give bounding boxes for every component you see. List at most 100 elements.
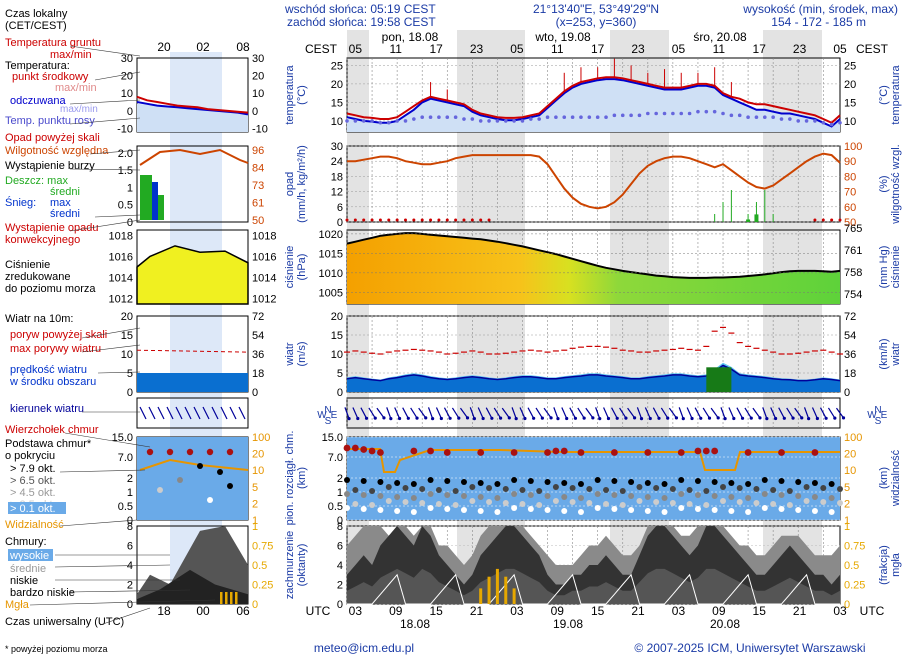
wind-arrow-head-20 (514, 417, 518, 421)
compass-5: W (867, 410, 877, 421)
cloud-base-dot-22-0 (527, 478, 534, 484)
footer-email[interactable]: meteo@icm.edu.pl (314, 641, 414, 655)
cloud-top-dot-44 (711, 447, 719, 455)
wind-arrow-head-54 (800, 416, 804, 420)
temp-tick-r-3: 25 (844, 60, 856, 72)
cloud-base-dot-14-0 (460, 479, 467, 485)
axis-wind-left: wiatr (284, 342, 296, 367)
cover-tick-0: 0 (337, 599, 343, 611)
wind-arrow-14 (459, 407, 468, 419)
cloud-base-dot-42-4 (694, 506, 701, 512)
cloud-base-dot-17-1 (486, 485, 493, 491)
lprec-tick-2: 1 (127, 182, 133, 194)
dew-point-39 (671, 111, 675, 116)
conv-dot-0 (345, 218, 349, 222)
legend-local-time2: (CET/CEST) (5, 20, 67, 32)
cloud-base-dot-47-3 (736, 499, 743, 505)
legend-pointer-6 (94, 214, 141, 218)
legend-hour-bottom-2: 06 (236, 604, 250, 618)
legend-conv2: konwekcyjnego (5, 234, 80, 246)
cloud-base-dot-30-0 (594, 477, 601, 483)
legend-visibility: Widzialność (5, 519, 64, 531)
vis-tick-4: 2 (844, 498, 850, 510)
wind-arrow-head-56 (815, 416, 819, 421)
cloud-base-dot-52-0 (778, 478, 785, 484)
conv-dot-5 (387, 218, 391, 222)
cloud-base-dot-16-0 (477, 480, 484, 486)
cloud-base-dot-36-2 (644, 494, 651, 500)
wind-arrow-20 (511, 407, 517, 419)
cloud-base-dot-0-2 (344, 491, 350, 497)
fog-tick-0: 0 (844, 599, 850, 611)
axis-vis-right: (km) (878, 467, 890, 489)
cloud-base-dot-56-2 (811, 494, 818, 500)
wind-arrow-50 (762, 407, 768, 419)
legend-felt: odczuwana (10, 95, 67, 107)
cloud-base-dot-14-2 (460, 493, 467, 499)
dew-point-15 (470, 117, 475, 121)
lwind-arrow-6 (193, 406, 201, 420)
press-tick-1: 1010 (319, 268, 343, 280)
legend-cloud-base2: o pokryciu (5, 450, 55, 462)
axis-cover-left2: (oktanty) (296, 544, 308, 587)
cest-hour-11: 23 (793, 42, 807, 56)
day-bottom-2: 20.08 (710, 617, 740, 631)
legend-wind-speed2: w środku obszaru (9, 376, 96, 388)
utc-hour-11: 21 (793, 604, 807, 618)
lwind-arrow-4 (175, 406, 183, 420)
fog-tick-1: 0.25 (844, 580, 865, 592)
legend-pointer-3 (69, 117, 141, 125)
lcloud-tick-0: 0 (127, 515, 133, 527)
legend-max-min2: max/min (60, 104, 98, 115)
cloud-base-dot-26-4 (561, 508, 568, 514)
lpress-area (136, 245, 249, 305)
lcloud-tick-4: 7.0 (118, 452, 133, 464)
ltemp-tick-l-4: -10 (117, 123, 133, 135)
vis-tick-2: 10 (844, 465, 856, 477)
lfog-tick-2: 0.5 (252, 560, 267, 572)
lprec-tick-1: 1.5 (118, 165, 133, 177)
axis-press-left: ciśnienie (284, 246, 296, 289)
lpress-tick-l-0: 1018 (109, 230, 133, 242)
lcloud-tick-2: 1 (127, 487, 133, 499)
wind-kmh-tick-1: 18 (844, 368, 856, 380)
conv-dot-56 (813, 218, 817, 222)
cloud-base-dot-17-3 (486, 499, 493, 505)
press-mm-tick-0: 754 (844, 289, 862, 301)
wind-arrow-head-24 (549, 416, 553, 420)
wind-arrow-46 (728, 407, 735, 419)
cloud-base-dot-33-1 (619, 488, 626, 494)
cloud-base-dot-6-0 (394, 480, 401, 486)
cloud-base-dot-48-0 (745, 481, 752, 487)
wind-arrow-58 (827, 407, 836, 419)
cover-tick-3: 6 (337, 541, 343, 553)
wind-tick-1: 5 (337, 368, 343, 380)
ltemp-tick-r-2: 10 (252, 88, 264, 100)
utc-hour-8: 03 (672, 604, 686, 618)
compass-1: W (317, 410, 327, 421)
utc-hour-1: 09 (389, 604, 403, 618)
conv-dot-6 (395, 218, 399, 222)
wind-arrow-head-16 (481, 416, 485, 421)
wind-arrow-head-58 (833, 416, 837, 420)
cloud-base-dot-10-2 (427, 491, 434, 497)
cloud-base-dot-32-0 (611, 478, 618, 484)
cloud-base-dot-50-4 (761, 505, 768, 511)
wind-arrow-57 (819, 407, 827, 419)
cloud-base-dot-11-1 (435, 487, 442, 493)
lvis-tick-2: 10 (252, 465, 264, 477)
hum-tick-2: 70 (844, 187, 856, 199)
compass-2: E (331, 410, 338, 421)
dew-point-21 (520, 119, 525, 123)
cover-high-line (347, 573, 840, 605)
cloud-base-dot-59-3 (837, 500, 843, 506)
cloud-base-dot-23-3 (536, 502, 543, 508)
legend-time-highlight (170, 52, 222, 604)
wind-arrow-head-30 (598, 417, 602, 421)
cloud-top-dot-1 (351, 444, 359, 452)
lpress-tick-r-0: 1018 (252, 230, 276, 242)
cloud-base-dot-22-2 (527, 492, 534, 498)
cloud-top-dot-20 (510, 449, 518, 456)
wind-arrow-41 (686, 407, 693, 419)
cloud-base-dot-31-1 (603, 487, 610, 493)
